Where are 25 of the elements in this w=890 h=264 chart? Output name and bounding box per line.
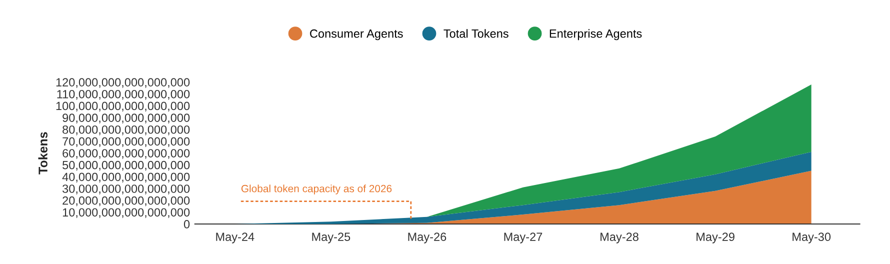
legend-label: Total Tokens: [444, 29, 508, 38]
x-tick-label: May-30: [792, 232, 831, 244]
y-tick-label: 90,000,000,000,000,000: [62, 114, 190, 124]
legend-label: Consumer Agents: [310, 29, 403, 40]
y-tick-label: 110,000,000,000,000,000: [57, 90, 190, 100]
x-tick-label: May-27: [504, 232, 542, 244]
y-tick-label: 80,000,000,000,000,000: [62, 125, 190, 136]
x-tick-label: May-28: [600, 232, 638, 244]
x-tick-label: May-29: [696, 232, 734, 244]
y-tick-label: 50,000,000,000,000,000: [62, 160, 190, 171]
y-tick-label: 120,000,000,000,000,000: [56, 78, 190, 88]
y-tick-label: 30,000,000,000,000,000: [62, 184, 190, 194]
y-tick-label: 100,000,000,000,000,000: [56, 102, 190, 112]
y-tick-label: 20,000,000,000,000,000: [62, 196, 190, 206]
x-tick-label: May-26: [408, 232, 446, 244]
y-tick-label: 70,000,000,000,000,000: [62, 137, 190, 148]
annotation: Global token capacity as of 2026: [241, 184, 392, 194]
y-axis-title: Tokens: [38, 132, 48, 174]
y-tick-label: 60,000,000,000,000,000: [62, 149, 190, 159]
legend-label: Enterprise Agents: [550, 29, 642, 40]
x-tick-label: May-24: [216, 232, 254, 244]
y-tick-label: 0: [184, 220, 190, 228]
x-tick-label: May-25: [312, 232, 350, 244]
y-tick-label: 40,000,000,000,000,000: [62, 172, 190, 182]
y-tick-label: 10,000,000,000,000,000: [62, 208, 190, 218]
